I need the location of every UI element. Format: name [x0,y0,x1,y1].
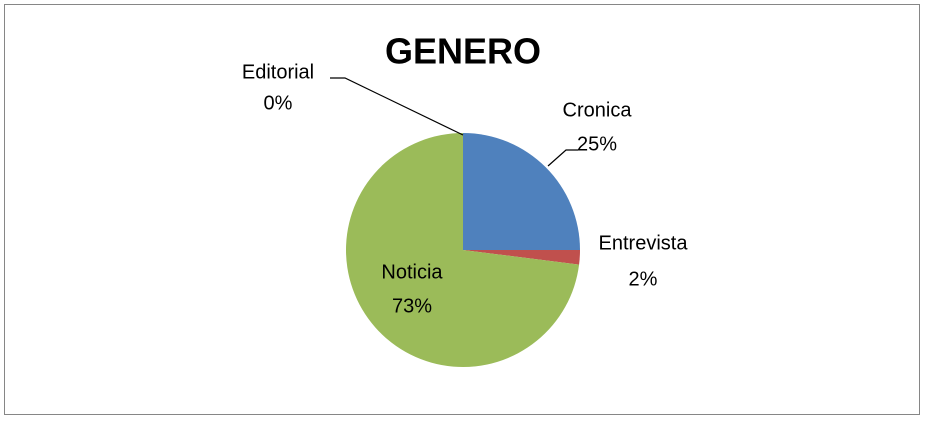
pie-slice [346,133,580,368]
slice-label: Cronica [563,99,633,121]
slice-label: Entrevista [599,232,689,254]
slice-value-label: 0% [264,92,293,114]
slice-value-label: 2% [629,268,658,290]
leader-line [547,149,578,167]
chart-title: GENERO [385,31,541,72]
slice-label: Editorial [242,61,314,83]
pie-slice [463,250,580,265]
slice-label: Noticia [381,261,443,283]
slice-value-label: 73% [392,295,432,317]
slice-value-label: 25% [577,133,617,155]
leader-line [330,77,464,136]
pie-slice [463,133,580,250]
